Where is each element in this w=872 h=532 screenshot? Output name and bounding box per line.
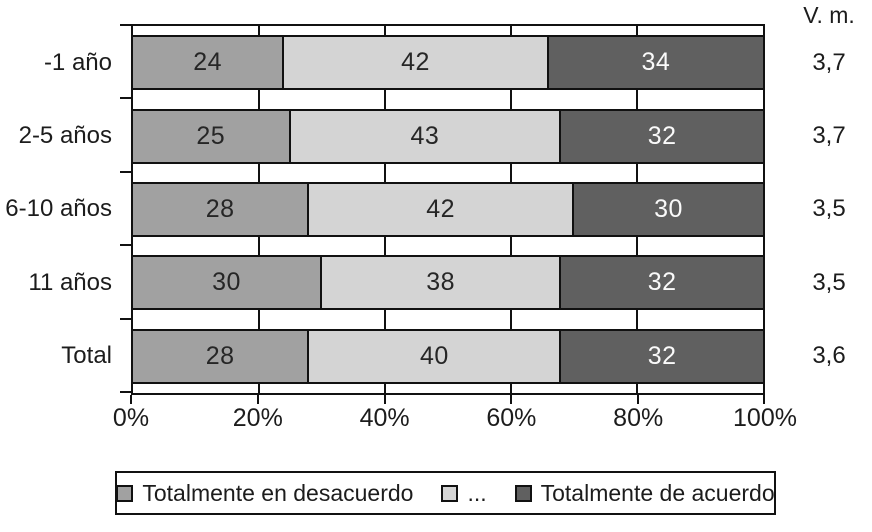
category-label: 2-5 años xyxy=(18,122,112,150)
category-label: Total xyxy=(61,342,112,370)
bar-segment: 34 xyxy=(548,35,763,91)
x-axis-tick xyxy=(510,395,513,404)
vm-value: 3,7 xyxy=(812,48,846,76)
bar-segment: 42 xyxy=(309,182,574,237)
legend-item: Totalmente en desacuerdo xyxy=(116,480,413,507)
plot-area: 24 42 34 25 43 32 28 42 30 30 38 32 28 40 32 xyxy=(131,24,765,395)
bar-segment: 28 xyxy=(133,182,310,237)
y-axis-tick xyxy=(120,97,131,100)
y-axis-tick xyxy=(120,170,131,173)
bar-segment: 40 xyxy=(309,328,562,384)
bar-segment: 28 xyxy=(133,328,310,384)
x-axis-label: 0% xyxy=(112,404,150,432)
y-axis-tick xyxy=(120,317,131,320)
vm-value: 3,5 xyxy=(812,195,846,223)
bar-segment: 32 xyxy=(561,108,763,164)
legend-item: Totalmente de acuerdo xyxy=(514,479,775,507)
x-axis-label: 100% xyxy=(733,404,797,432)
x-axis-label: 20% xyxy=(232,404,283,432)
category-label: -1 año xyxy=(43,48,112,76)
bar-row-2: 28 42 30 xyxy=(133,182,763,237)
x-axis-tick xyxy=(763,395,765,404)
bar-segment: 30 xyxy=(573,182,763,237)
bar-row-3: 30 38 32 xyxy=(133,255,763,311)
y-axis-tick xyxy=(120,391,131,393)
bar-segment: 42 xyxy=(284,35,549,91)
legend-marker-icon xyxy=(441,484,459,502)
bar-segment: 32 xyxy=(561,255,763,311)
x-axis-tick xyxy=(383,395,386,404)
x-axis-tick xyxy=(256,395,259,404)
vm-value: 3,7 xyxy=(812,122,846,150)
bar-row-4: 28 40 32 xyxy=(133,328,763,384)
y-axis-tick xyxy=(120,24,131,26)
y-axis-tick xyxy=(120,244,131,247)
x-axis-label: 40% xyxy=(359,404,410,432)
legend-label: Totalmente en desacuerdo xyxy=(142,479,414,506)
bar-segment: 32 xyxy=(561,328,763,384)
legend-box: Totalmente en desacuerdo... Totalmente de… xyxy=(115,471,776,515)
vm-value: 3,6 xyxy=(812,342,846,370)
x-axis-tick xyxy=(130,395,132,404)
bar-segment: 38 xyxy=(322,255,562,311)
bar-segment: 25 xyxy=(133,108,291,164)
bar-segment: 24 xyxy=(133,35,285,91)
x-axis-label: 60% xyxy=(486,404,537,432)
legend-label: Totalmente de acuerdo xyxy=(540,479,775,506)
legend-item: ... xyxy=(441,479,487,507)
bar-row-0: 24 42 34 xyxy=(133,35,763,91)
legend-marker-icon xyxy=(116,484,134,502)
category-label: 11 años xyxy=(28,268,112,296)
vm-value: 3,5 xyxy=(812,268,846,296)
category-label: 6-10 años xyxy=(5,195,112,223)
legend-label: ... xyxy=(467,479,487,506)
bar-segment: 43 xyxy=(290,108,562,164)
bar-row-1: 25 43 32 xyxy=(133,108,763,164)
x-axis-tick xyxy=(637,395,640,404)
vm-column-header: V. m. xyxy=(803,2,855,28)
legend-marker-icon xyxy=(514,484,532,502)
x-axis-label: 80% xyxy=(613,404,664,432)
bar-segment: 30 xyxy=(133,255,322,311)
